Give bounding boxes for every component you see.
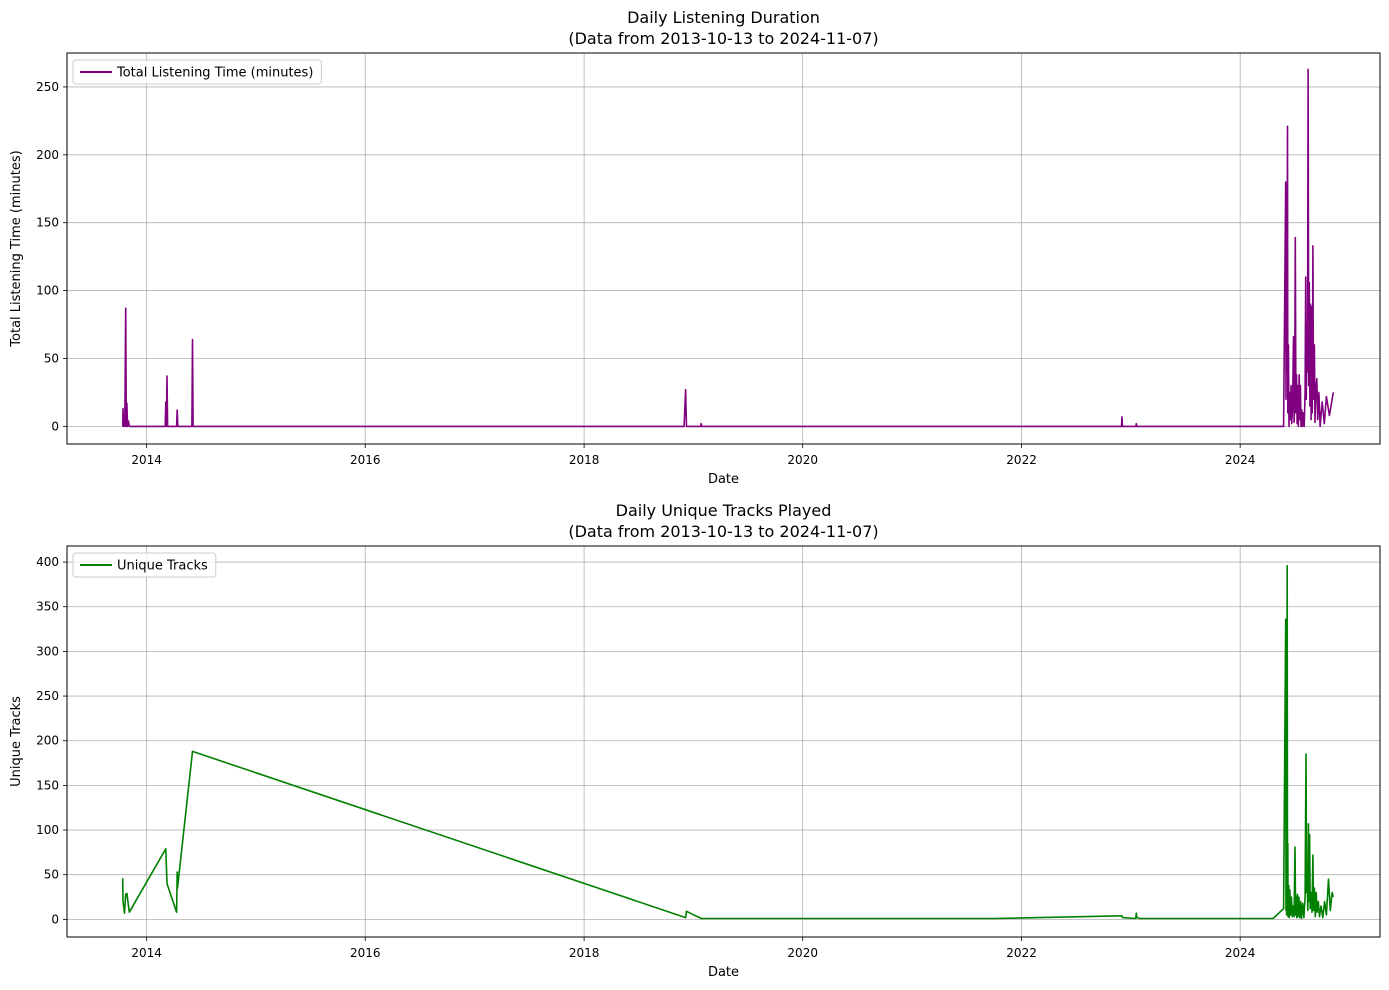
y-tick-label: 300 xyxy=(36,644,59,658)
series-lines xyxy=(121,564,1335,920)
legend-label: Unique Tracks xyxy=(117,559,208,574)
axes-frame xyxy=(66,52,1381,445)
y-axis-ticks: 0 50 100 150 200 250 xyxy=(36,80,67,433)
legend-label: Total Listening Time (minutes) xyxy=(116,66,313,81)
legend: Total Listening Time (minutes) xyxy=(72,59,322,85)
y-tick-label: 200 xyxy=(36,734,59,748)
chart-subtitle: (Data from 2013-10-13 to 2024-11-07) xyxy=(568,522,878,541)
y-axis-label: Total Listening Time (minutes) xyxy=(9,150,24,347)
legend: Unique Tracks xyxy=(72,552,217,578)
x-tick-label: 2024 xyxy=(1225,946,1256,960)
x-tick-label: 2016 xyxy=(350,453,381,467)
y-tick-label: 100 xyxy=(36,823,59,837)
y-axis-ticks: 0 50 100 150 200 250 300 350 400 xyxy=(36,555,67,926)
y-tick-label: 350 xyxy=(36,600,59,614)
listening-duration-chart: 2014 2016 2018 2020 2022 2024 0 50 100 150 200 250… xyxy=(9,8,1381,487)
x-tick-label: 2022 xyxy=(1006,453,1037,467)
x-tick-label: 2024 xyxy=(1225,453,1256,467)
x-tick-label: 2020 xyxy=(787,946,818,960)
y-tick-label: 250 xyxy=(36,80,59,94)
grid-lines xyxy=(67,546,1380,937)
x-tick-label: 2018 xyxy=(569,453,600,467)
x-axis-ticks: 2014 2016 2018 2020 2022 2024 xyxy=(131,444,1255,467)
x-axis-ticks: 2014 2016 2018 2020 2022 2024 xyxy=(131,937,1255,960)
x-tick-label: 2018 xyxy=(569,946,600,960)
legend-box xyxy=(72,59,322,85)
x-axis-label: Date xyxy=(708,965,739,980)
y-tick-label: 0 xyxy=(51,912,59,926)
series-lines xyxy=(121,68,1335,428)
y-tick-label: 250 xyxy=(36,689,59,703)
legend-box xyxy=(72,552,217,578)
x-tick-label: 2016 xyxy=(350,946,381,960)
x-tick-label: 2020 xyxy=(787,453,818,467)
y-tick-label: 50 xyxy=(44,351,59,365)
x-tick-label: 2014 xyxy=(131,946,162,960)
y-tick-label: 150 xyxy=(36,216,59,230)
x-axis-label: Date xyxy=(708,472,739,487)
series-line xyxy=(121,68,1335,428)
chart-title: Daily Unique Tracks Played xyxy=(616,501,832,520)
unique-tracks-chart: 2014 2016 2018 2020 2022 2024 0 50 100 150 200 250… xyxy=(9,501,1381,980)
y-tick-label: 400 xyxy=(36,555,59,569)
y-tick-label: 100 xyxy=(36,284,59,298)
y-tick-label: 150 xyxy=(36,778,59,792)
axes-frame xyxy=(66,545,1381,938)
y-tick-label: 200 xyxy=(36,148,59,162)
chart-subtitle: (Data from 2013-10-13 to 2024-11-07) xyxy=(568,29,878,48)
chart-title: Daily Listening Duration xyxy=(627,8,820,27)
series-line xyxy=(121,564,1335,920)
x-tick-label: 2014 xyxy=(131,453,162,467)
y-tick-label: 50 xyxy=(44,868,59,882)
y-tick-label: 0 xyxy=(51,419,59,433)
x-tick-label: 2022 xyxy=(1006,946,1037,960)
y-axis-label: Unique Tracks xyxy=(9,696,24,787)
